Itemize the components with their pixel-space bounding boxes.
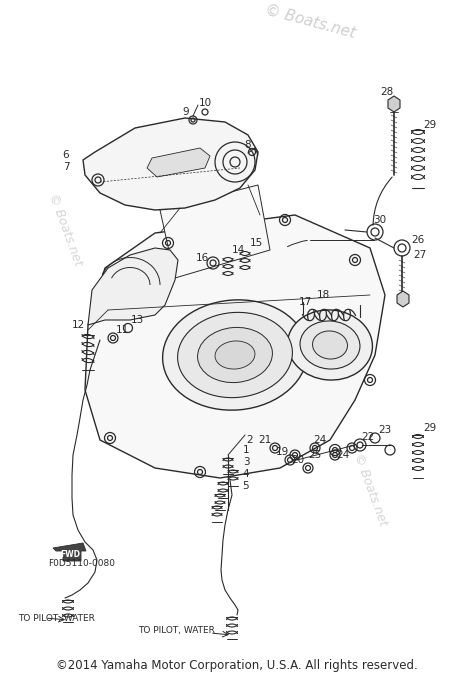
Text: 1: 1 (243, 445, 249, 455)
Text: 24: 24 (337, 450, 350, 460)
Text: FWD: FWD (60, 550, 80, 559)
Text: 13: 13 (130, 315, 144, 325)
Ellipse shape (178, 313, 292, 398)
Text: 23: 23 (378, 425, 392, 435)
Text: ©2014 Yamaha Motor Corporation, U.S.A. All rights reserved.: ©2014 Yamaha Motor Corporation, U.S.A. A… (56, 659, 418, 672)
Text: 17: 17 (298, 297, 311, 307)
Text: 27: 27 (413, 250, 427, 260)
Text: 8: 8 (245, 140, 251, 150)
Text: 24: 24 (313, 435, 327, 445)
Text: TO PILOT, WATER: TO PILOT, WATER (18, 614, 95, 622)
Polygon shape (147, 148, 210, 177)
Polygon shape (53, 543, 86, 561)
Text: © Boats.net: © Boats.net (263, 3, 357, 41)
Text: 22: 22 (361, 432, 374, 442)
Text: 6: 6 (63, 150, 69, 160)
Text: 18: 18 (316, 290, 329, 300)
Text: 25: 25 (309, 450, 322, 460)
Text: TO PILOT, WATER: TO PILOT, WATER (138, 626, 215, 634)
Polygon shape (83, 118, 258, 210)
Text: 3: 3 (243, 457, 249, 467)
Text: 12: 12 (72, 320, 85, 330)
Text: 19: 19 (275, 447, 289, 457)
Text: 30: 30 (374, 215, 387, 225)
Text: 2: 2 (246, 435, 253, 445)
Polygon shape (397, 291, 409, 307)
Text: 20: 20 (292, 455, 305, 465)
Text: 16: 16 (195, 253, 209, 263)
Text: 28: 28 (380, 87, 393, 97)
Ellipse shape (163, 300, 307, 410)
Ellipse shape (288, 310, 373, 380)
Text: 15: 15 (249, 238, 263, 248)
Text: 4: 4 (243, 469, 249, 479)
Polygon shape (388, 96, 400, 112)
Text: 11: 11 (115, 325, 128, 335)
Polygon shape (88, 248, 178, 325)
Text: F0D5110-0080: F0D5110-0080 (48, 560, 115, 568)
Text: 5: 5 (243, 481, 249, 491)
Text: 21: 21 (258, 435, 272, 445)
Ellipse shape (215, 341, 255, 369)
Ellipse shape (312, 331, 347, 359)
Text: 29: 29 (423, 423, 437, 433)
Text: 9: 9 (182, 107, 189, 117)
Ellipse shape (300, 321, 360, 369)
Ellipse shape (198, 327, 273, 383)
Polygon shape (160, 185, 270, 278)
Text: 14: 14 (231, 245, 245, 255)
Text: 29: 29 (423, 120, 437, 130)
Text: 10: 10 (199, 98, 211, 108)
Text: 7: 7 (63, 162, 69, 172)
Text: © Boats.net: © Boats.net (351, 452, 389, 528)
Text: 26: 26 (411, 235, 425, 245)
Text: © Boats.net: © Boats.net (46, 192, 84, 268)
Polygon shape (85, 215, 385, 478)
